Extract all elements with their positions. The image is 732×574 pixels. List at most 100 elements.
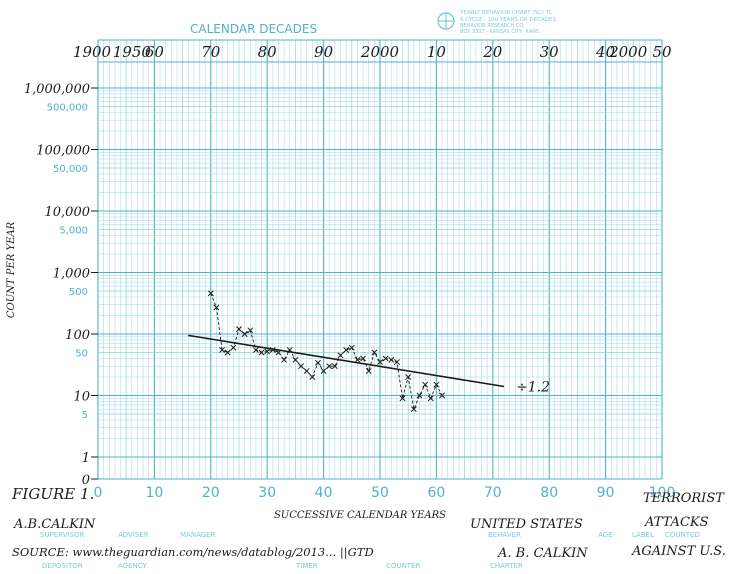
top-axis-label: 10 [427,43,447,61]
data-point [354,356,361,363]
x-tick-label: 0 [94,485,103,501]
data-point [281,356,288,363]
data-point-stroke [427,395,434,402]
data-point [241,331,248,337]
y-tick-label: 10 [73,390,90,405]
data-point-stroke [416,392,423,399]
data-point-stroke [281,356,288,363]
brand-line-4: BOX 3337 · KANSAS CITY, KANS. [460,29,541,35]
data-point [393,359,400,365]
data-point [416,392,423,399]
plot-area: ÷1.2 [188,290,550,413]
data-point-stroke [236,326,242,333]
top-axis-label: 50 [652,43,672,61]
top-axis-label: 1900 [73,43,112,61]
data-point-stroke [247,327,254,334]
footer-behaver: BEHAVER [488,531,521,539]
data-point-stroke [405,374,412,380]
data-point [343,347,350,353]
brand-line-1: YEARLY BEHAVIOR CHART (SC) TC [459,10,553,16]
data-point-stroke [264,348,271,355]
data-point-stroke [354,356,361,363]
data-point-stroke [207,290,214,297]
data-point-stroke [382,355,389,362]
data-point-stroke [343,347,350,353]
data-point-stroke [439,392,445,399]
data-point-stroke [252,347,259,353]
data-point-stroke [331,363,338,370]
footer-counted: COUNTED [665,531,700,539]
footer-depositor: DEPOSITOR [42,562,83,570]
data-point [331,363,338,370]
data-point [337,352,344,359]
label-line-1: TERRORIST [643,491,725,506]
footer-manager: MANAGER [180,531,216,539]
data-point-stroke [360,355,367,362]
y-tick-label-minor: 500,000 [47,103,88,114]
y-tick-label: 100,000 [36,144,90,159]
data-point [315,359,321,366]
data-point [427,395,434,402]
data-point [292,356,299,363]
y-tick-label: 1,000 [53,267,90,282]
data-point-stroke [219,347,226,353]
source-note: SOURCE: www.theguardian.com/news/datablo… [12,545,374,560]
top-axis-label: 20 [482,43,503,61]
y-tick-label-minor: 5,000 [59,226,88,237]
subject-label: UNITED STATES [470,517,583,532]
data-point [213,304,220,311]
y-tick-label: 100 [65,328,90,343]
data-point [388,356,395,363]
data-point [371,349,378,356]
data-point [326,363,333,370]
brand-line-2: 6 CYCLE · 100 YEARS OR DECADES [460,17,557,23]
top-axis-label: 80 [258,43,278,61]
x-tick-label: 100 [649,485,676,501]
data-point-stroke [388,356,395,363]
y-tick-label: 0 [82,473,90,488]
series-line [210,293,443,411]
data-point-stroke [230,344,237,351]
data-point [365,368,372,374]
top-axis-label: 40 [595,43,616,61]
chart-brand: YEARLY BEHAVIOR CHART (SC) TC 6 CYCLE · … [437,10,557,35]
data-point [258,349,265,356]
footer-adviser: ADVISER [118,531,149,539]
x-tick-label: 40 [315,485,333,501]
y-tick-label: 1 [82,451,90,466]
data-point-stroke [315,359,321,366]
author-top: A.B.CALKIN [13,517,96,532]
trend-label: ÷1.2 [516,380,550,396]
footer-counter: COUNTER [386,562,420,570]
x-tick-label: 10 [145,485,163,501]
data-point-stroke [241,331,248,337]
footer-label: LABEL [632,531,654,539]
x-tick-label: 30 [258,485,276,501]
footer-timer: TIMER [295,562,318,570]
data-point [422,381,429,388]
data-point-stroke [399,395,406,402]
data-point [247,327,254,334]
top-axis-label: 2000 [360,43,400,61]
data-point-stroke [213,304,220,311]
data-point-stroke [326,363,333,370]
top-axis-label: 2000 [608,43,648,61]
data-point [410,406,417,413]
data-point-stroke [298,363,304,370]
x-tick-label: 80 [540,485,558,501]
y-tick-label-minor: 5 [82,410,88,421]
data-point-stroke [292,356,299,363]
label-line-2: ATTACKS [644,515,709,530]
data-point-stroke [258,349,265,356]
data-point [377,359,383,365]
data-point-stroke [320,368,327,374]
data-point [439,392,445,399]
top-axis-label: 70 [201,43,221,61]
x-tick-label: 70 [484,485,502,501]
data-point [303,368,310,374]
data-point-stroke [224,349,231,356]
top-axis-label: 60 [145,43,165,61]
data-point [236,326,242,333]
